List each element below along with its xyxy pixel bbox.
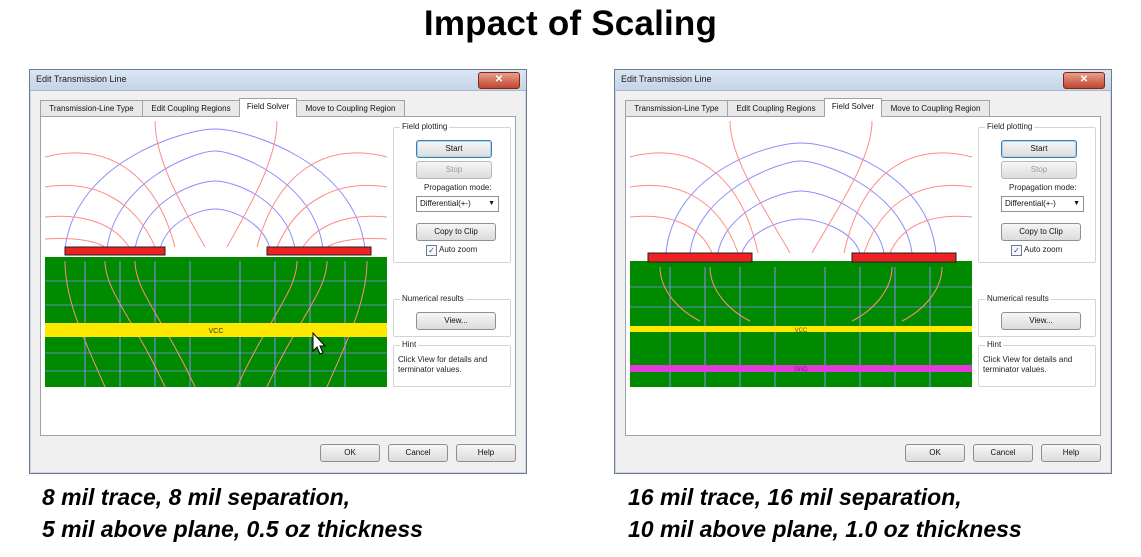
view-button[interactable]: View...: [416, 312, 496, 330]
numerical-results-group: Numerical results View...: [978, 294, 1096, 337]
field-plotting-label: Field plotting: [985, 122, 1035, 131]
tab-transmission-line-type[interactable]: Transmission-Line Type: [40, 100, 143, 116]
right-caption-line-2: 10 mil above plane, 1.0 oz thickness: [628, 516, 1022, 542]
copy-to-clip-button[interactable]: Copy to Clip: [1001, 223, 1081, 241]
gnd-plane[interactable]: [630, 365, 972, 372]
checkmark-icon: ✓: [1013, 246, 1020, 255]
dialog-title: Edit Transmission Line: [621, 74, 712, 84]
edit-transmission-line-dialog-left: Edit Transmission Line ✕ Transmission-Li…: [29, 69, 527, 474]
close-button[interactable]: ✕: [478, 72, 520, 89]
propagation-mode-value: Differential(+-): [1005, 199, 1056, 208]
tab-move-to-coupling-region[interactable]: Move to Coupling Region: [881, 100, 990, 116]
start-button[interactable]: Start: [1001, 140, 1077, 158]
ok-button[interactable]: OK: [905, 444, 965, 462]
close-icon: ✕: [494, 74, 504, 85]
right-caption-line-1: 16 mil trace, 16 mil separation,: [628, 484, 962, 510]
field-plotting-group: Field plotting Start Stop Propagation mo…: [978, 122, 1096, 263]
field-plotting-group: Field plotting Start Stop Propagation mo…: [393, 122, 511, 263]
tab-field-solver[interactable]: Field Solver: [824, 98, 882, 117]
help-button[interactable]: Help: [1041, 444, 1101, 462]
auto-zoom-label: Auto zoom: [439, 245, 478, 254]
ok-button[interactable]: OK: [320, 444, 380, 462]
dialog-title: Edit Transmission Line: [36, 74, 127, 84]
signal-trace-right[interactable]: [851, 252, 957, 263]
hint-text: Click View for details and terminator va…: [398, 355, 488, 374]
vcc-plane-label: VCC: [209, 328, 224, 335]
copy-to-clip-button[interactable]: Copy to Clip: [416, 223, 496, 241]
propagation-mode-value: Differential(+-): [420, 199, 471, 208]
propagation-mode-label: Propagation mode:: [424, 183, 492, 192]
help-button[interactable]: Help: [456, 444, 516, 462]
field-plot: VCC: [45, 121, 387, 429]
vcc-plane[interactable]: [630, 326, 972, 332]
hint-label: Hint: [985, 340, 1004, 349]
stop-button[interactable]: Stop: [1001, 161, 1077, 179]
mouse-pointer-icon: [312, 331, 327, 355]
tab-field-solver[interactable]: Field Solver: [239, 98, 297, 117]
auto-zoom-checkbox[interactable]: ✓: [426, 245, 437, 256]
left-caption: 8 mil trace, 8 mil separation, 5 mil abo…: [42, 481, 423, 545]
field-solver-panel: VCC Field plotting Start Stop Propagatio…: [40, 116, 516, 436]
right-caption: 16 mil trace, 16 mil separation, 10 mil …: [628, 481, 1022, 545]
dielectric-region: [45, 257, 387, 387]
hint-text: Click View for details and terminator va…: [983, 355, 1073, 374]
slide-title: Impact of Scaling: [423, 4, 718, 43]
hint-label: Hint: [400, 340, 419, 349]
field-solver-panel: VCC GND Field plotting Start Stop Propag…: [625, 116, 1101, 436]
vcc-plane[interactable]: [45, 323, 387, 337]
left-caption-line-2: 5 mil above plane, 0.5 oz thickness: [42, 516, 423, 542]
close-icon: ✕: [1079, 74, 1089, 85]
cancel-button[interactable]: Cancel: [973, 444, 1033, 462]
chevron-down-icon: ▼: [488, 200, 495, 207]
propagation-mode-select[interactable]: Differential(+-) ▼: [416, 196, 499, 212]
view-button[interactable]: View...: [1001, 312, 1081, 330]
tab-edit-coupling-regions[interactable]: Edit Coupling Regions: [727, 100, 825, 116]
auto-zoom-checkbox[interactable]: ✓: [1011, 245, 1022, 256]
numerical-results-label: Numerical results: [400, 294, 466, 303]
propagation-mode-select[interactable]: Differential(+-) ▼: [1001, 196, 1084, 212]
tab-edit-coupling-regions[interactable]: Edit Coupling Regions: [142, 100, 240, 116]
field-plotting-label: Field plotting: [400, 122, 450, 131]
field-plot: VCC GND: [630, 121, 972, 429]
hint-group: Hint Click View for details and terminat…: [393, 340, 511, 387]
dialog-titlebar[interactable]: Edit Transmission Line ✕: [615, 70, 1111, 91]
stop-button[interactable]: Stop: [416, 161, 492, 179]
dialog-titlebar[interactable]: Edit Transmission Line ✕: [30, 70, 526, 91]
field-plot-canvas: VCC GND: [630, 121, 972, 429]
signal-trace-right[interactable]: [266, 246, 372, 256]
field-plot-canvas: VCC: [45, 121, 387, 429]
left-caption-line-1: 8 mil trace, 8 mil separation,: [42, 484, 351, 510]
cancel-button[interactable]: Cancel: [388, 444, 448, 462]
chevron-down-icon: ▼: [1073, 200, 1080, 207]
close-button[interactable]: ✕: [1063, 72, 1105, 89]
vcc-plane-label: VCC: [795, 328, 808, 334]
tab-move-to-coupling-region[interactable]: Move to Coupling Region: [296, 100, 405, 116]
auto-zoom-label: Auto zoom: [1024, 245, 1063, 254]
gnd-plane-label: GND: [794, 367, 808, 373]
start-button[interactable]: Start: [416, 140, 492, 158]
electric-field-lines: [630, 121, 972, 322]
signal-trace-left[interactable]: [647, 252, 753, 263]
hint-group: Hint Click View for details and terminat…: [978, 340, 1096, 387]
numerical-results-group: Numerical results View...: [393, 294, 511, 337]
propagation-mode-label: Propagation mode:: [1009, 183, 1077, 192]
checkmark-icon: ✓: [428, 246, 435, 255]
electric-field-lines: [45, 121, 387, 388]
signal-trace-left[interactable]: [64, 246, 166, 256]
numerical-results-label: Numerical results: [985, 294, 1051, 303]
edit-transmission-line-dialog-right: Edit Transmission Line ✕ Transmission-Li…: [614, 69, 1112, 474]
tab-transmission-line-type[interactable]: Transmission-Line Type: [625, 100, 728, 116]
